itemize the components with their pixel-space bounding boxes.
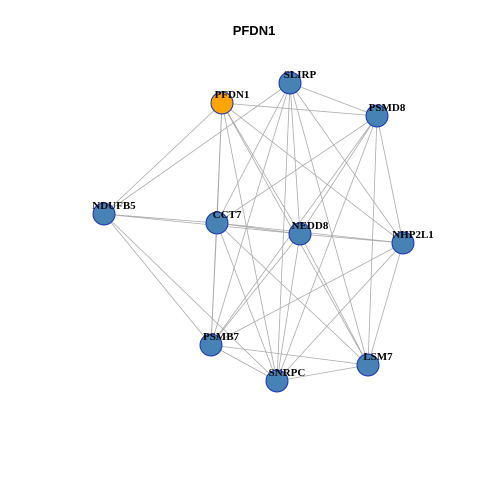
edge [210, 344, 278, 382]
edge [276, 115, 378, 382]
node-label: SNRPC [269, 367, 306, 379]
edge [210, 344, 369, 366]
edge [103, 213, 278, 382]
edge [210, 233, 301, 346]
node [391, 231, 415, 255]
edge [289, 82, 301, 235]
edge [210, 222, 218, 346]
node [288, 222, 312, 246]
edge [299, 233, 369, 366]
edge [276, 364, 369, 382]
edge [216, 115, 378, 224]
node [356, 353, 380, 377]
node-label: LSM7 [363, 351, 393, 363]
node [205, 211, 229, 235]
node [199, 333, 223, 357]
edge [103, 213, 212, 346]
node [92, 202, 116, 226]
node [210, 91, 234, 115]
edge [103, 102, 223, 215]
edge [103, 213, 218, 224]
edge [289, 82, 369, 366]
edge [103, 82, 291, 215]
title: PFDN1 [233, 23, 276, 38]
node [278, 71, 302, 95]
node-label: PFDN1 [215, 89, 250, 101]
edge [216, 82, 291, 224]
edge [221, 102, 378, 117]
node-label: CCT7 [213, 209, 242, 221]
edge [367, 242, 404, 366]
node-label: PSMD8 [369, 102, 406, 114]
edge [289, 82, 378, 117]
edge [221, 102, 278, 382]
edge [210, 82, 291, 346]
edge [221, 102, 404, 244]
node-label: NEDD8 [292, 220, 329, 232]
edge [299, 233, 404, 244]
node [365, 104, 389, 128]
node-label: NDUFB5 [92, 200, 136, 212]
edge [276, 233, 301, 382]
edge [221, 102, 301, 235]
node-label: NHP2L1 [392, 229, 434, 241]
edge [210, 242, 404, 346]
edges [103, 82, 404, 382]
edge [216, 222, 369, 366]
edge [276, 242, 404, 382]
node-label: PSMB7 [203, 331, 240, 343]
nodes: PFDN1 SLIRP PSMD8 NDUFB5 CCT7 NEDD8 NHP2L1 PSMB… [92, 69, 434, 393]
edge [216, 222, 278, 382]
node [265, 369, 289, 393]
node-label: SLIRP [284, 69, 317, 81]
edge [299, 115, 378, 235]
edge [376, 115, 404, 244]
edge [103, 213, 301, 235]
